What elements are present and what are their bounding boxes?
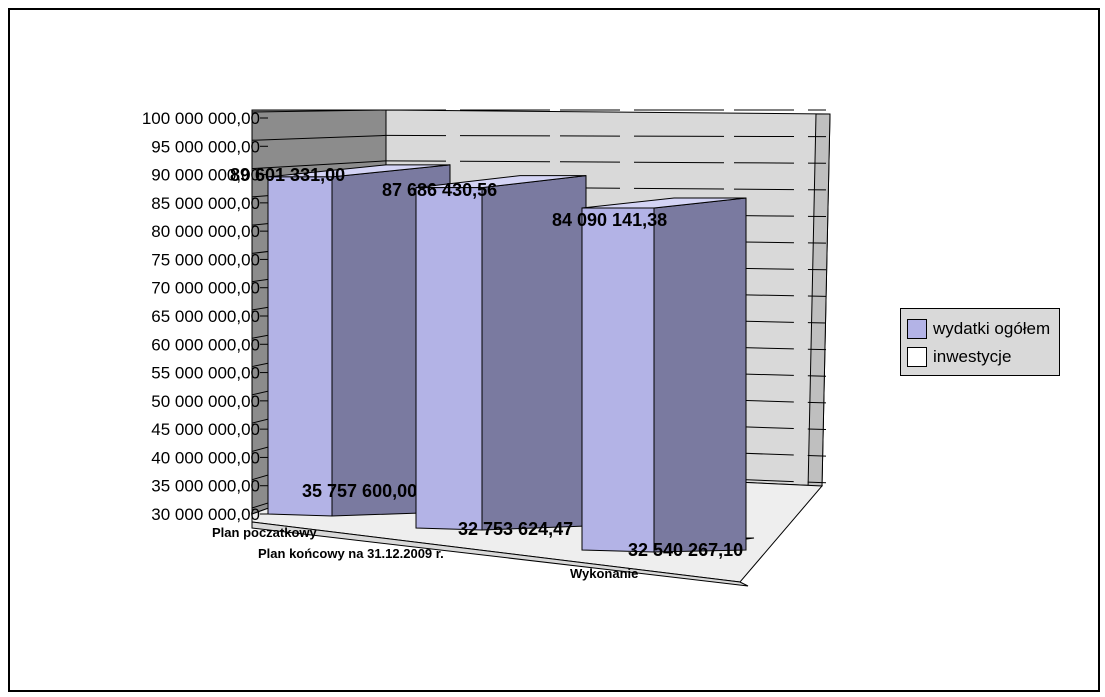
y-tick-label: 85 000 000,00 xyxy=(151,194,260,213)
side-gridline xyxy=(251,109,387,113)
bar-wydatki-side xyxy=(653,197,747,553)
category-label: Wykonanie xyxy=(570,566,638,581)
y-tick-label: 80 000 000,00 xyxy=(151,222,260,241)
data-label-inwestycje: 35 757 600,00 xyxy=(302,481,417,501)
y-tick-label: 100 000 000,00 xyxy=(142,109,260,128)
data-label-inwestycje: 32 540 267,10 xyxy=(628,540,743,560)
y-tick-label: 55 000 000,00 xyxy=(151,364,260,383)
y-tick-label: 30 000 000,00 xyxy=(151,505,260,524)
side-gridline xyxy=(251,160,387,170)
legend-swatch-wydatki xyxy=(907,319,927,339)
y-tick-label: 60 000 000,00 xyxy=(151,335,260,354)
y-tick-label: 75 000 000,00 xyxy=(151,250,260,269)
data-label-wydatki: 84 090 141,38 xyxy=(552,210,667,230)
y-tick-label: 65 000 000,00 xyxy=(151,307,260,326)
y-tick-label: 95 000 000,00 xyxy=(151,137,260,156)
y-tick-label: 90 000 000,00 xyxy=(151,166,260,185)
wall-gridline xyxy=(385,160,827,164)
category-label: Plan końcowy na 31.12.2009 r. xyxy=(258,546,444,561)
y-tick-label: 40 000 000,00 xyxy=(151,448,260,467)
legend-label-wydatki: wydatki ogółem xyxy=(933,319,1051,338)
y-tick-label: 50 000 000,00 xyxy=(151,392,260,411)
wall-gridline xyxy=(385,185,827,191)
category-label: Plan poczatkowy xyxy=(212,525,318,540)
legend-swatch-inwestycje xyxy=(907,347,927,367)
data-label-inwestycje: 32 753 624,47 xyxy=(458,519,573,539)
data-label-wydatki: 87 686 430,56 xyxy=(382,180,497,200)
wall-gridline xyxy=(385,134,827,138)
legend-item-inwestycje: inwestycje xyxy=(907,345,1011,369)
floor-edge xyxy=(251,521,749,587)
y-tick-label: 45 000 000,00 xyxy=(151,420,260,439)
bar-wydatki-front xyxy=(415,187,483,531)
legend-item-wydatki: wydatki ogółem xyxy=(907,317,1050,341)
legend: wydatki ogółem inwestycje xyxy=(900,308,1060,376)
y-tick-label: 35 000 000,00 xyxy=(151,477,260,496)
side-gridline xyxy=(251,134,387,141)
legend-label-inwestycje: inwestycje xyxy=(933,347,1012,366)
bar-wydatki-front xyxy=(581,207,655,553)
bar-wydatki-front xyxy=(267,176,333,517)
data-label-wydatki: 89 601 331,00 xyxy=(230,165,345,185)
y-tick-label: 70 000 000,00 xyxy=(151,279,260,298)
